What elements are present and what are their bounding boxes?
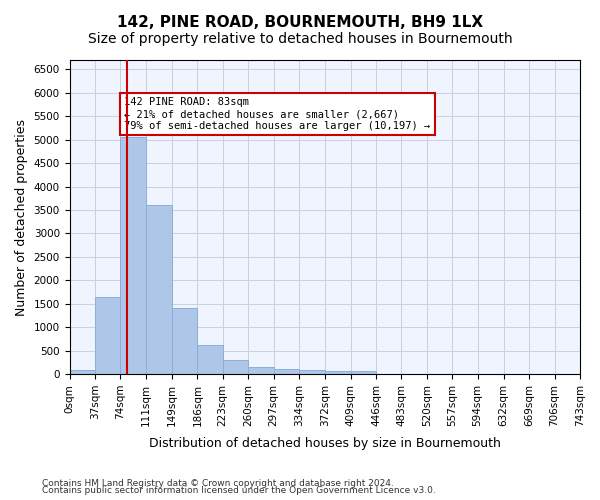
Text: Size of property relative to detached houses in Bournemouth: Size of property relative to detached ho… (88, 32, 512, 46)
Bar (299, 370, 325, 374)
Y-axis label: Number of detached properties: Number of detached properties (15, 118, 28, 316)
Bar (121, 137, 146, 374)
Bar (95, 296, 121, 374)
Text: 142 PINE ROAD: 83sqm
← 21% of detached houses are smaller (2,667)
79% of semi-de: 142 PINE ROAD: 83sqm ← 21% of detached h… (124, 98, 431, 130)
Bar (172, 308, 197, 374)
Bar (70, 370, 95, 374)
Bar (248, 367, 274, 374)
Bar (146, 206, 172, 374)
Bar (197, 345, 223, 374)
X-axis label: Distribution of detached houses by size in Bournemouth: Distribution of detached houses by size … (149, 437, 501, 450)
Text: Contains public sector information licensed under the Open Government Licence v3: Contains public sector information licen… (42, 486, 436, 495)
Bar (274, 369, 299, 374)
Text: 142, PINE ROAD, BOURNEMOUTH, BH9 1LX: 142, PINE ROAD, BOURNEMOUTH, BH9 1LX (117, 15, 483, 30)
Bar (350, 371, 376, 374)
Text: Contains HM Land Registry data © Crown copyright and database right 2024.: Contains HM Land Registry data © Crown c… (42, 478, 394, 488)
Bar (325, 371, 350, 374)
Bar (223, 360, 248, 374)
